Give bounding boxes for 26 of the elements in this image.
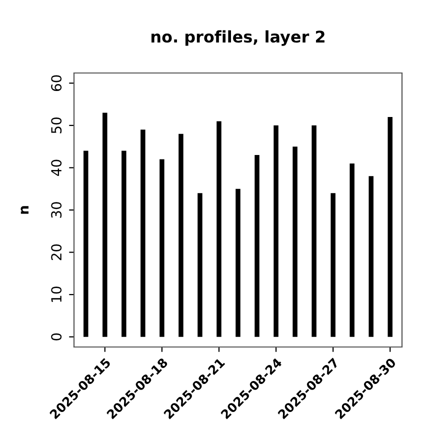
bar: [216, 121, 222, 337]
bar: [312, 125, 316, 337]
y-tick-label: 40: [51, 160, 62, 176]
chart-title: no. profiles, layer 2: [152, 30, 324, 46]
bar: [236, 188, 240, 337]
bar: [368, 176, 374, 337]
y-tick-label: 50: [51, 118, 62, 134]
bar: [330, 193, 336, 337]
bar: [350, 163, 354, 337]
bar: [274, 125, 278, 337]
y-tick-label: 0: [51, 333, 62, 340]
bar: [140, 130, 146, 337]
bar: [254, 155, 260, 337]
y-tick-label: 60: [51, 75, 62, 92]
bar: [160, 159, 164, 337]
bar: [388, 116, 392, 337]
y-axis-title: n: [20, 206, 29, 214]
bar: [198, 193, 202, 337]
bar: [84, 150, 88, 337]
y-tick-label: 30: [51, 202, 62, 218]
bar: [102, 112, 108, 337]
bar: [178, 134, 184, 337]
y-tick-label: 10: [51, 286, 62, 302]
bar: [122, 150, 126, 337]
y-tick-label: 20: [51, 244, 62, 260]
bar: [292, 146, 298, 337]
